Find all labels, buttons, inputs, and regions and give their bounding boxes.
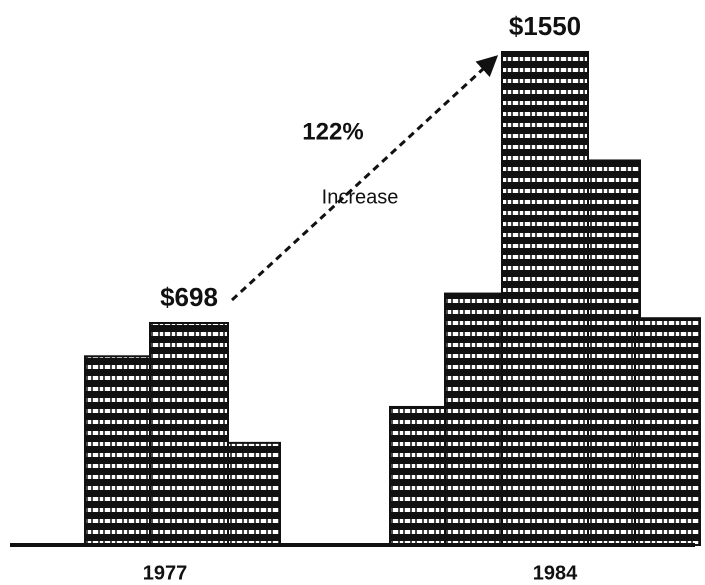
value-label: $698 [160, 282, 218, 312]
coin-stack [84, 355, 156, 546]
coin-stack [634, 317, 701, 546]
bar [149, 321, 229, 546]
x-tick-label: 1984 [533, 562, 578, 584]
coin-stack [221, 441, 281, 547]
bar [501, 51, 589, 546]
coin-stack [389, 405, 453, 546]
increase-arrow [230, 55, 499, 302]
coin-stacks [84, 51, 701, 547]
coin-stack [444, 292, 508, 546]
value-label: $1550 [509, 11, 581, 41]
annotation: Increase [322, 186, 399, 208]
coin-stack [584, 159, 641, 547]
annotation: 122% [302, 118, 363, 145]
x-tick-label: 1977 [143, 562, 188, 584]
